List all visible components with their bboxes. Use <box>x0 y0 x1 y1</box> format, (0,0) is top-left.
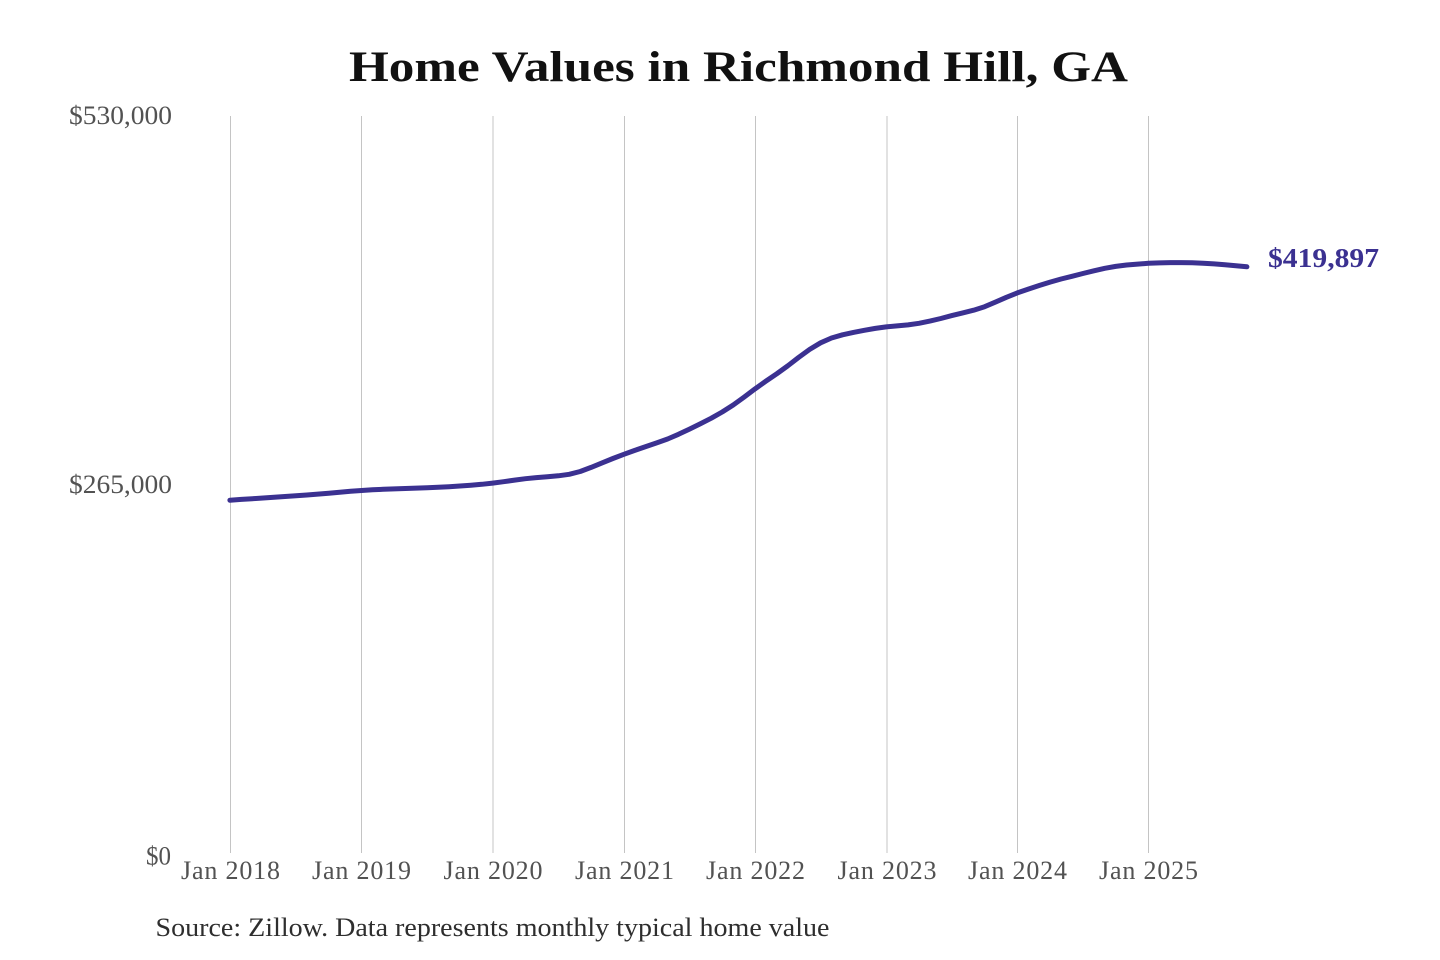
svg-text:Jan 2022: Jan 2022 <box>706 856 805 885</box>
svg-text:Jan 2018: Jan 2018 <box>181 856 280 885</box>
svg-text:Home Values in Richmond Hill,: Home Values in Richmond Hill, GA <box>349 44 1128 91</box>
svg-text:Jan 2024: Jan 2024 <box>968 856 1067 885</box>
svg-text:Jan 2019: Jan 2019 <box>312 856 411 885</box>
svg-text:$530,000: $530,000 <box>69 101 172 130</box>
svg-text:Jan 2020: Jan 2020 <box>444 856 543 885</box>
svg-text:Jan 2023: Jan 2023 <box>838 856 937 885</box>
svg-text:Source: Zillow. Data represent: Source: Zillow. Data represents monthly … <box>156 913 830 942</box>
svg-text:$265,000: $265,000 <box>69 470 172 499</box>
svg-text:$419,897: $419,897 <box>1268 243 1379 273</box>
svg-text:$0: $0 <box>146 841 171 870</box>
svg-text:Jan 2025: Jan 2025 <box>1099 856 1198 885</box>
svg-text:Jan 2021: Jan 2021 <box>575 856 674 885</box>
